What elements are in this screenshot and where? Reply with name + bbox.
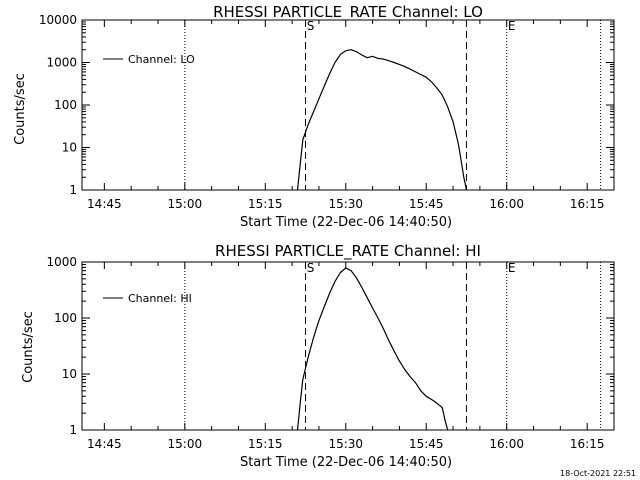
y-tick-label-lo: 100 <box>54 98 77 112</box>
x-tick-label-lo: 16:00 <box>489 197 524 211</box>
x-tick-label-hi: 16:00 <box>489 437 524 451</box>
x-tick-label-lo: 15:30 <box>328 197 363 211</box>
x-axis-label-lo: Start Time (22-Dec-06 14:40:50) <box>240 215 452 230</box>
x-tick-label-hi: 15:15 <box>248 437 283 451</box>
marker-e-lo: E <box>508 19 516 33</box>
timestamp: 18-Oct-2021 22:51 <box>560 469 636 478</box>
y-tick-label-lo: 1 <box>69 183 77 197</box>
y-tick-label-hi: 1000 <box>46 255 77 269</box>
marker-e-hi: E <box>508 261 516 275</box>
y-tick-label-hi: 1 <box>69 423 77 437</box>
y-tick-label-lo: 1000 <box>46 56 77 70</box>
series-line-lo <box>296 49 468 191</box>
y-tick-label-hi: 10 <box>62 367 77 381</box>
x-tick-label-lo: 15:45 <box>409 197 444 211</box>
y-tick-label-lo: 10 <box>62 141 77 155</box>
y-axis-label-hi: Counts/sec <box>21 311 36 383</box>
plot-frame-lo <box>81 19 615 191</box>
x-tick-label-hi: 16:15 <box>570 437 605 451</box>
marker-s-hi: S <box>307 261 315 275</box>
x-tick-label-lo: 14:45 <box>87 197 122 211</box>
x-tick-label-hi: 14:45 <box>87 437 122 451</box>
x-tick-label-hi: 15:45 <box>409 437 444 451</box>
x-tick-label-hi: 15:30 <box>328 437 363 451</box>
x-axis-label-hi: Start Time (22-Dec-06 14:40:50) <box>240 455 452 470</box>
chart-title-hi: RHESSI PARTICLE_RATE Channel: HI <box>215 242 481 261</box>
x-tick-label-lo: 15:00 <box>168 197 203 211</box>
y-tick-label-lo: 10000 <box>39 13 77 27</box>
x-tick-label-hi: 15:00 <box>168 437 203 451</box>
legend-label-lo: Channel: LO <box>128 53 195 66</box>
y-axis-label-lo: Counts/sec <box>13 73 28 145</box>
y-tick-label-hi: 100 <box>54 311 77 325</box>
x-tick-label-lo: 15:15 <box>248 197 283 211</box>
chart-title-lo: RHESSI PARTICLE_RATE Channel: LO <box>213 3 483 22</box>
plot-frame-hi <box>81 261 615 431</box>
series-line-hi <box>296 267 449 431</box>
marker-s-lo: S <box>307 19 315 33</box>
x-tick-label-lo: 16:15 <box>570 197 605 211</box>
legend-label-hi: Channel: HI <box>128 292 192 305</box>
